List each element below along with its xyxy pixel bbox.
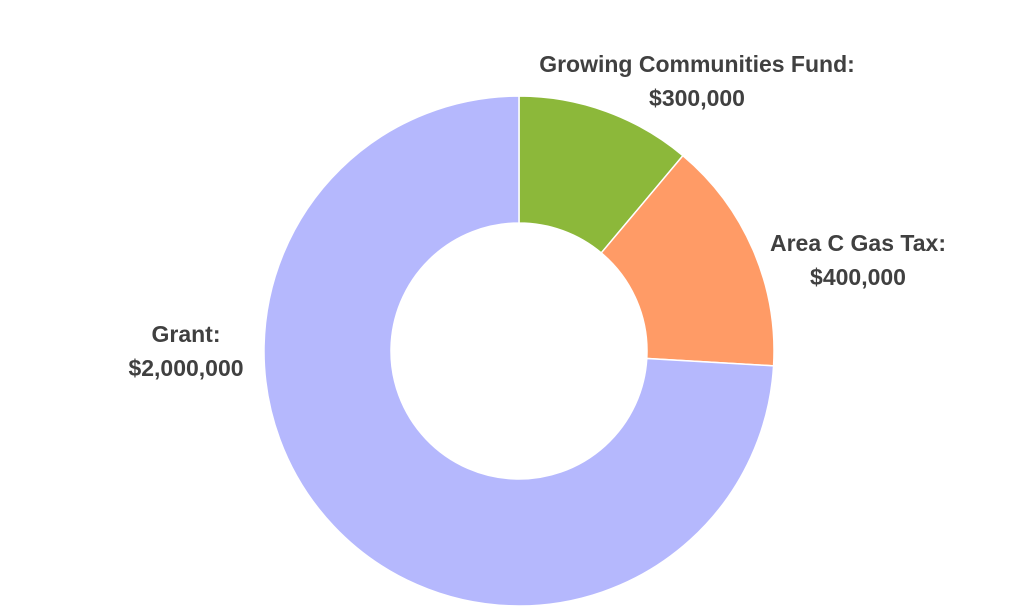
donut-slice-grant — [263, 95, 775, 606]
slice-label-area-c-gas-tax: Area C Gas Tax: — [770, 230, 946, 256]
labels-layer: Growing Communities Fund: $300,000 Area … — [128, 51, 946, 381]
slice-label-grant: Grant: — [152, 321, 221, 347]
slice-label-growing-communities-fund: Growing Communities Fund: — [539, 51, 855, 77]
slice-value-growing-communities-fund: $300,000 — [649, 85, 745, 111]
slice-value-grant: $2,000,000 — [128, 355, 243, 381]
slice-value-area-c-gas-tax: $400,000 — [810, 264, 906, 290]
slices-layer — [263, 95, 775, 606]
donut-slice-area-c-gas-tax — [600, 154, 775, 367]
